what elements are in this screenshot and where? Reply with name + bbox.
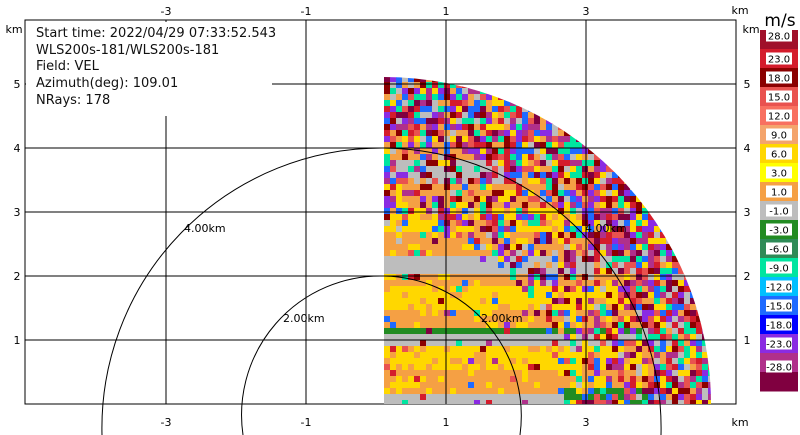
colorbar-label-bg	[766, 360, 792, 373]
y-tick-left-2: 2	[14, 270, 21, 283]
range-ring-label-left-4km: 4.00km	[184, 222, 226, 235]
colorbar-label: 28.0	[768, 32, 790, 43]
colorbar-label-bg	[766, 261, 792, 274]
y-unit-left: km	[5, 23, 22, 36]
colorbar-label-bg	[766, 166, 792, 179]
x-tick-top-1: 1	[443, 5, 450, 18]
colorbar-label-bg	[766, 90, 792, 103]
azimuth-value: Azimuth(deg): 109.01	[36, 76, 179, 91]
y-tick-right-1: 1	[744, 334, 751, 347]
x-tick-top-neg1: -1	[301, 5, 312, 18]
colorbar-label-bg	[766, 52, 792, 65]
colorbar-label: 6.0	[771, 150, 787, 161]
x-unit-top: km	[731, 4, 748, 17]
colorbar-label-bg	[766, 223, 792, 236]
colorbar: 28.0 23.0 18.0 15.0 12.0 9.0 6.0 3.0 1.0 -1.0 -3.0…	[760, 29, 798, 392]
radar-velocity-wedge	[384, 77, 711, 404]
info-panel	[26, 22, 272, 116]
y-tick-right-5: 5	[744, 78, 751, 91]
nrays-value: NRays: 178	[36, 93, 111, 108]
colorbar-label-bg	[766, 147, 792, 160]
range-ring-label-left-2km: 2.00km	[283, 312, 325, 325]
instrument-name: WLS200s-181/WLS200s-181	[36, 43, 220, 58]
colorbar-label: 9.0	[771, 131, 787, 142]
range-ring-label-right-2km: 2.00km	[481, 312, 523, 325]
y-unit-right: km	[742, 23, 759, 36]
colorbar-label-bg	[766, 71, 792, 84]
x-tick-bottom-neg1: -1	[301, 416, 312, 429]
colorbar-label: 3.0	[771, 169, 787, 180]
colorbar-label-bg	[766, 318, 792, 331]
colorbar-segment	[760, 372, 798, 392]
y-tick-right-3: 3	[744, 206, 751, 219]
colorbar-label: -28.0	[766, 363, 792, 374]
colorbar-label-bg	[766, 280, 792, 293]
colorbar-label-bg	[766, 128, 792, 141]
colorbar-label: -18.0	[766, 321, 792, 332]
range-ring-label-right-4km: 4.00km	[585, 222, 627, 235]
colorbar-label: -23.0	[766, 340, 792, 351]
y-tick-left-4: 4	[14, 142, 21, 155]
colorbar-label: -12.0	[766, 283, 792, 294]
y-tick-right-2: 2	[744, 270, 751, 283]
x-tick-bottom-neg3: -3	[161, 416, 172, 429]
y-tick-left-3: 3	[14, 206, 21, 219]
colorbar-label-bg	[766, 109, 792, 122]
x-unit-bottom: km	[731, 416, 748, 429]
field-name: Field: VEL	[36, 59, 99, 74]
x-tick-top-3: 3	[583, 5, 590, 18]
y-tick-right-4: 4	[744, 142, 751, 155]
colorbar-label-bg	[766, 337, 792, 350]
y-tick-left-5: 5	[14, 78, 21, 91]
colorbar-label: -3.0	[769, 226, 789, 237]
colorbar-label-bg	[766, 29, 792, 42]
colorbar-label: -6.0	[769, 245, 789, 256]
colorbar-unit: m/s	[764, 11, 795, 31]
y-tick-left-1: 1	[14, 334, 21, 347]
colorbar-label-bg	[766, 242, 792, 255]
colorbar-label: -9.0	[769, 264, 789, 275]
colorbar-label-bg	[766, 204, 792, 217]
colorbar-label: 12.0	[768, 112, 790, 123]
colorbar-label-bg	[766, 185, 792, 198]
colorbar-label-bg	[766, 299, 792, 312]
colorbar-label: 1.0	[771, 188, 787, 199]
colorbar-label: 23.0	[768, 55, 790, 66]
start-time: Start time: 2022/04/29 07:33:52.543	[36, 26, 277, 41]
range-rings	[101, 147, 662, 435]
colorbar-label: -15.0	[766, 302, 792, 313]
colorbar-label: -1.0	[769, 207, 789, 218]
x-tick-top-neg3: -3	[161, 5, 172, 18]
x-tick-bottom-1: 1	[443, 416, 450, 429]
colorbar-label: 18.0	[768, 74, 790, 85]
colorbar-label: 15.0	[768, 93, 790, 104]
x-tick-bottom-3: 3	[583, 416, 590, 429]
